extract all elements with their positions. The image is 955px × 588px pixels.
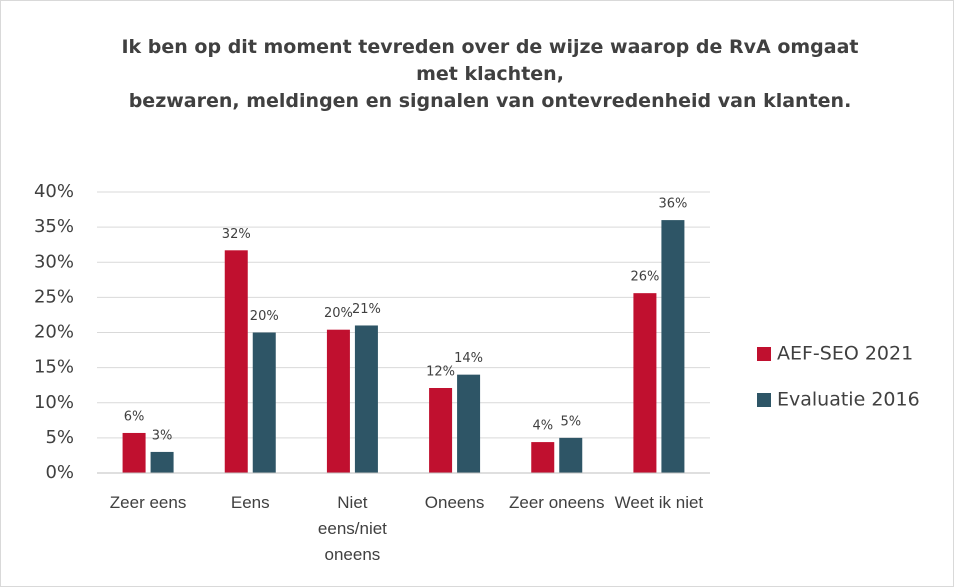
y-tick-label: 35% xyxy=(34,216,74,237)
y-tick-label: 10% xyxy=(34,392,74,413)
bar xyxy=(457,374,481,473)
bar xyxy=(559,437,583,473)
data-label: 3% xyxy=(152,428,173,443)
x-tick-label: Eens xyxy=(230,493,270,512)
data-label: 21% xyxy=(352,302,381,317)
data-label: 4% xyxy=(532,419,553,434)
chart-title: Ik ben op dit moment tevreden over de wi… xyxy=(121,36,859,112)
y-tick-label: 40% xyxy=(34,181,74,202)
y-tick-label: 30% xyxy=(34,251,74,272)
data-label: 32% xyxy=(222,227,251,242)
y-tick-label: 0% xyxy=(45,462,74,483)
legend-label: Evaluatie 2016 xyxy=(777,389,920,411)
x-tick-label: Zeer oneens xyxy=(509,493,605,512)
data-label: 12% xyxy=(426,364,455,379)
data-label: 20% xyxy=(324,306,353,321)
x-tick-label: Oneens xyxy=(424,493,485,512)
legend-swatch xyxy=(757,393,771,407)
legend-label: AEF-SEO 2021 xyxy=(777,343,913,365)
bar xyxy=(661,220,685,473)
data-label: 26% xyxy=(630,270,659,285)
bar xyxy=(633,293,657,473)
data-label: 20% xyxy=(250,309,279,324)
data-label: 5% xyxy=(560,414,581,429)
y-tick-label: 15% xyxy=(34,357,74,378)
data-label: 6% xyxy=(124,409,145,424)
bar xyxy=(150,451,174,473)
bar xyxy=(252,332,276,473)
legend-swatch xyxy=(757,347,771,361)
x-tick-label: Weet ik niet xyxy=(614,493,704,512)
x-tick-label: Niet eens/niet oneens xyxy=(317,493,387,564)
bar xyxy=(326,329,350,473)
bar xyxy=(122,432,146,473)
y-tick-label: 25% xyxy=(34,286,74,307)
x-tick-label: Zeer eens xyxy=(109,493,187,512)
bar xyxy=(224,250,248,473)
data-label: 14% xyxy=(454,351,483,366)
y-tick-label: 5% xyxy=(45,427,74,448)
data-label: 36% xyxy=(658,197,687,212)
bar xyxy=(354,325,378,473)
bar xyxy=(429,387,453,473)
y-tick-label: 20% xyxy=(34,322,74,343)
bar xyxy=(531,442,555,473)
